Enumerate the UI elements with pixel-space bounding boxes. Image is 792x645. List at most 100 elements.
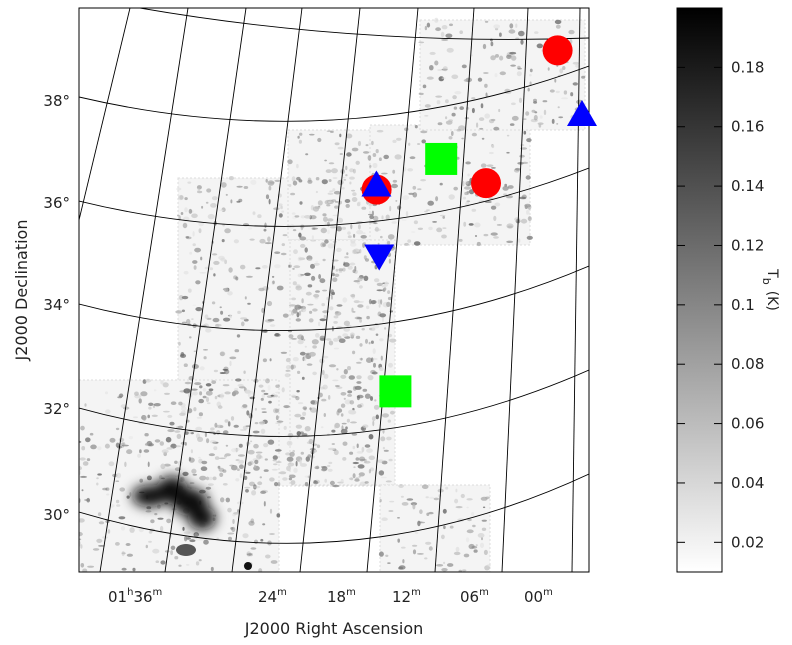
noise-speckle [184, 197, 188, 201]
noise-speckle [357, 304, 364, 308]
noise-speckle [352, 461, 359, 465]
noise-speckle [387, 296, 393, 301]
colorbar-label: Tb(K) [760, 268, 780, 311]
noise-speckle [452, 95, 457, 100]
noise-speckle [146, 475, 152, 481]
noise-speckle [468, 223, 474, 226]
noise-speckle [319, 318, 327, 322]
noise-speckle [267, 384, 271, 391]
noise-speckle [138, 398, 142, 404]
noise-speckle [493, 236, 499, 239]
noise-speckle [388, 258, 391, 264]
noise-speckle [250, 547, 257, 550]
noise-speckle [502, 186, 509, 191]
noise-speckle [360, 235, 367, 239]
noise-speckle [269, 533, 275, 535]
colorbar: 0.02 0.04 0.06 0.08 0.1 0.12 0.14 0.16 0.18 Tb(K… [676, 7, 780, 573]
noise-speckle [264, 222, 267, 229]
noise-speckle [265, 178, 268, 183]
noise-speckle [242, 404, 248, 408]
noise-speckle [332, 379, 339, 382]
noise-speckle [477, 533, 485, 538]
noise-speckle [167, 429, 175, 433]
noise-speckle [570, 92, 574, 97]
ra-gridline [299, 8, 361, 572]
noise-speckle [106, 493, 110, 496]
noise-speckle [199, 366, 205, 371]
noise-speckle [146, 506, 152, 510]
noise-speckle [343, 179, 347, 181]
noise-speckle [321, 468, 327, 472]
noise-speckle [372, 348, 376, 354]
noise-speckle [174, 460, 178, 464]
noise-speckle [234, 349, 240, 353]
noise-speckle [315, 190, 318, 194]
noise-speckle [551, 118, 555, 124]
noise-speckle [572, 61, 580, 65]
noise-speckle [369, 165, 372, 168]
noise-speckle [206, 438, 210, 444]
noise-speckle [192, 473, 198, 476]
noise-speckle [381, 460, 388, 465]
noise-speckle [333, 347, 339, 350]
noise-speckle [153, 389, 157, 392]
noise-speckle [331, 429, 336, 433]
noise-speckle [287, 159, 293, 165]
noise-speckle [105, 409, 111, 414]
noise-speckle [148, 406, 152, 410]
noise-speckle [92, 548, 100, 551]
noise-speckle [109, 437, 116, 443]
noise-speckle [84, 403, 87, 407]
noise-speckle [486, 164, 494, 167]
bright-emission-cloud [132, 476, 252, 570]
noise-speckle [220, 497, 225, 503]
noise-speckle [471, 97, 476, 100]
noise-speckle [240, 264, 246, 270]
noise-speckle [160, 463, 166, 470]
noise-speckle [334, 142, 340, 146]
ra-tick-labels: 01h36m 24m 18m 12m 06m 00m [108, 587, 553, 606]
noise-speckle [322, 243, 327, 247]
noise-speckle [519, 196, 527, 200]
noise-speckle [259, 455, 264, 459]
noise-speckle [387, 562, 391, 564]
noise-speckle [219, 351, 226, 357]
noise-speckle [261, 394, 265, 399]
noise-speckle [193, 265, 197, 270]
noise-speckle [397, 205, 402, 210]
noise-speckle [340, 403, 346, 408]
noise-speckle [203, 356, 207, 360]
noise-speckle [242, 533, 249, 539]
noise-speckle [296, 312, 300, 318]
noise-speckle [274, 449, 282, 452]
noise-speckle [486, 94, 489, 97]
noise-speckle [319, 358, 325, 364]
noise-speckle [126, 553, 133, 557]
noise-speckle [424, 104, 431, 108]
noise-speckle [536, 43, 543, 49]
noise-speckle [179, 412, 186, 416]
noise-speckle [217, 405, 223, 409]
noise-speckle [79, 538, 82, 541]
noise-speckle [370, 396, 373, 401]
noise-speckle [250, 518, 255, 524]
noise-speckle [311, 227, 316, 231]
noise-speckle [343, 397, 346, 400]
noise-speckle [310, 263, 315, 269]
noise-speckle [307, 475, 310, 479]
noise-speckle [424, 210, 428, 213]
noise-speckle [199, 385, 203, 389]
noise-speckle [247, 302, 251, 305]
noise-speckle [387, 419, 391, 423]
noise-speckle [134, 391, 139, 396]
noise-speckle [392, 179, 398, 183]
noise-speckle [499, 71, 506, 76]
noise-speckle [561, 97, 569, 100]
noise-speckle [326, 204, 331, 207]
noise-speckle [318, 274, 321, 280]
noise-speckle [351, 433, 358, 436]
noise-speckle [392, 169, 396, 174]
noise-speckle [285, 357, 291, 363]
noise-speckle [482, 43, 487, 50]
noise-speckle [191, 468, 197, 474]
